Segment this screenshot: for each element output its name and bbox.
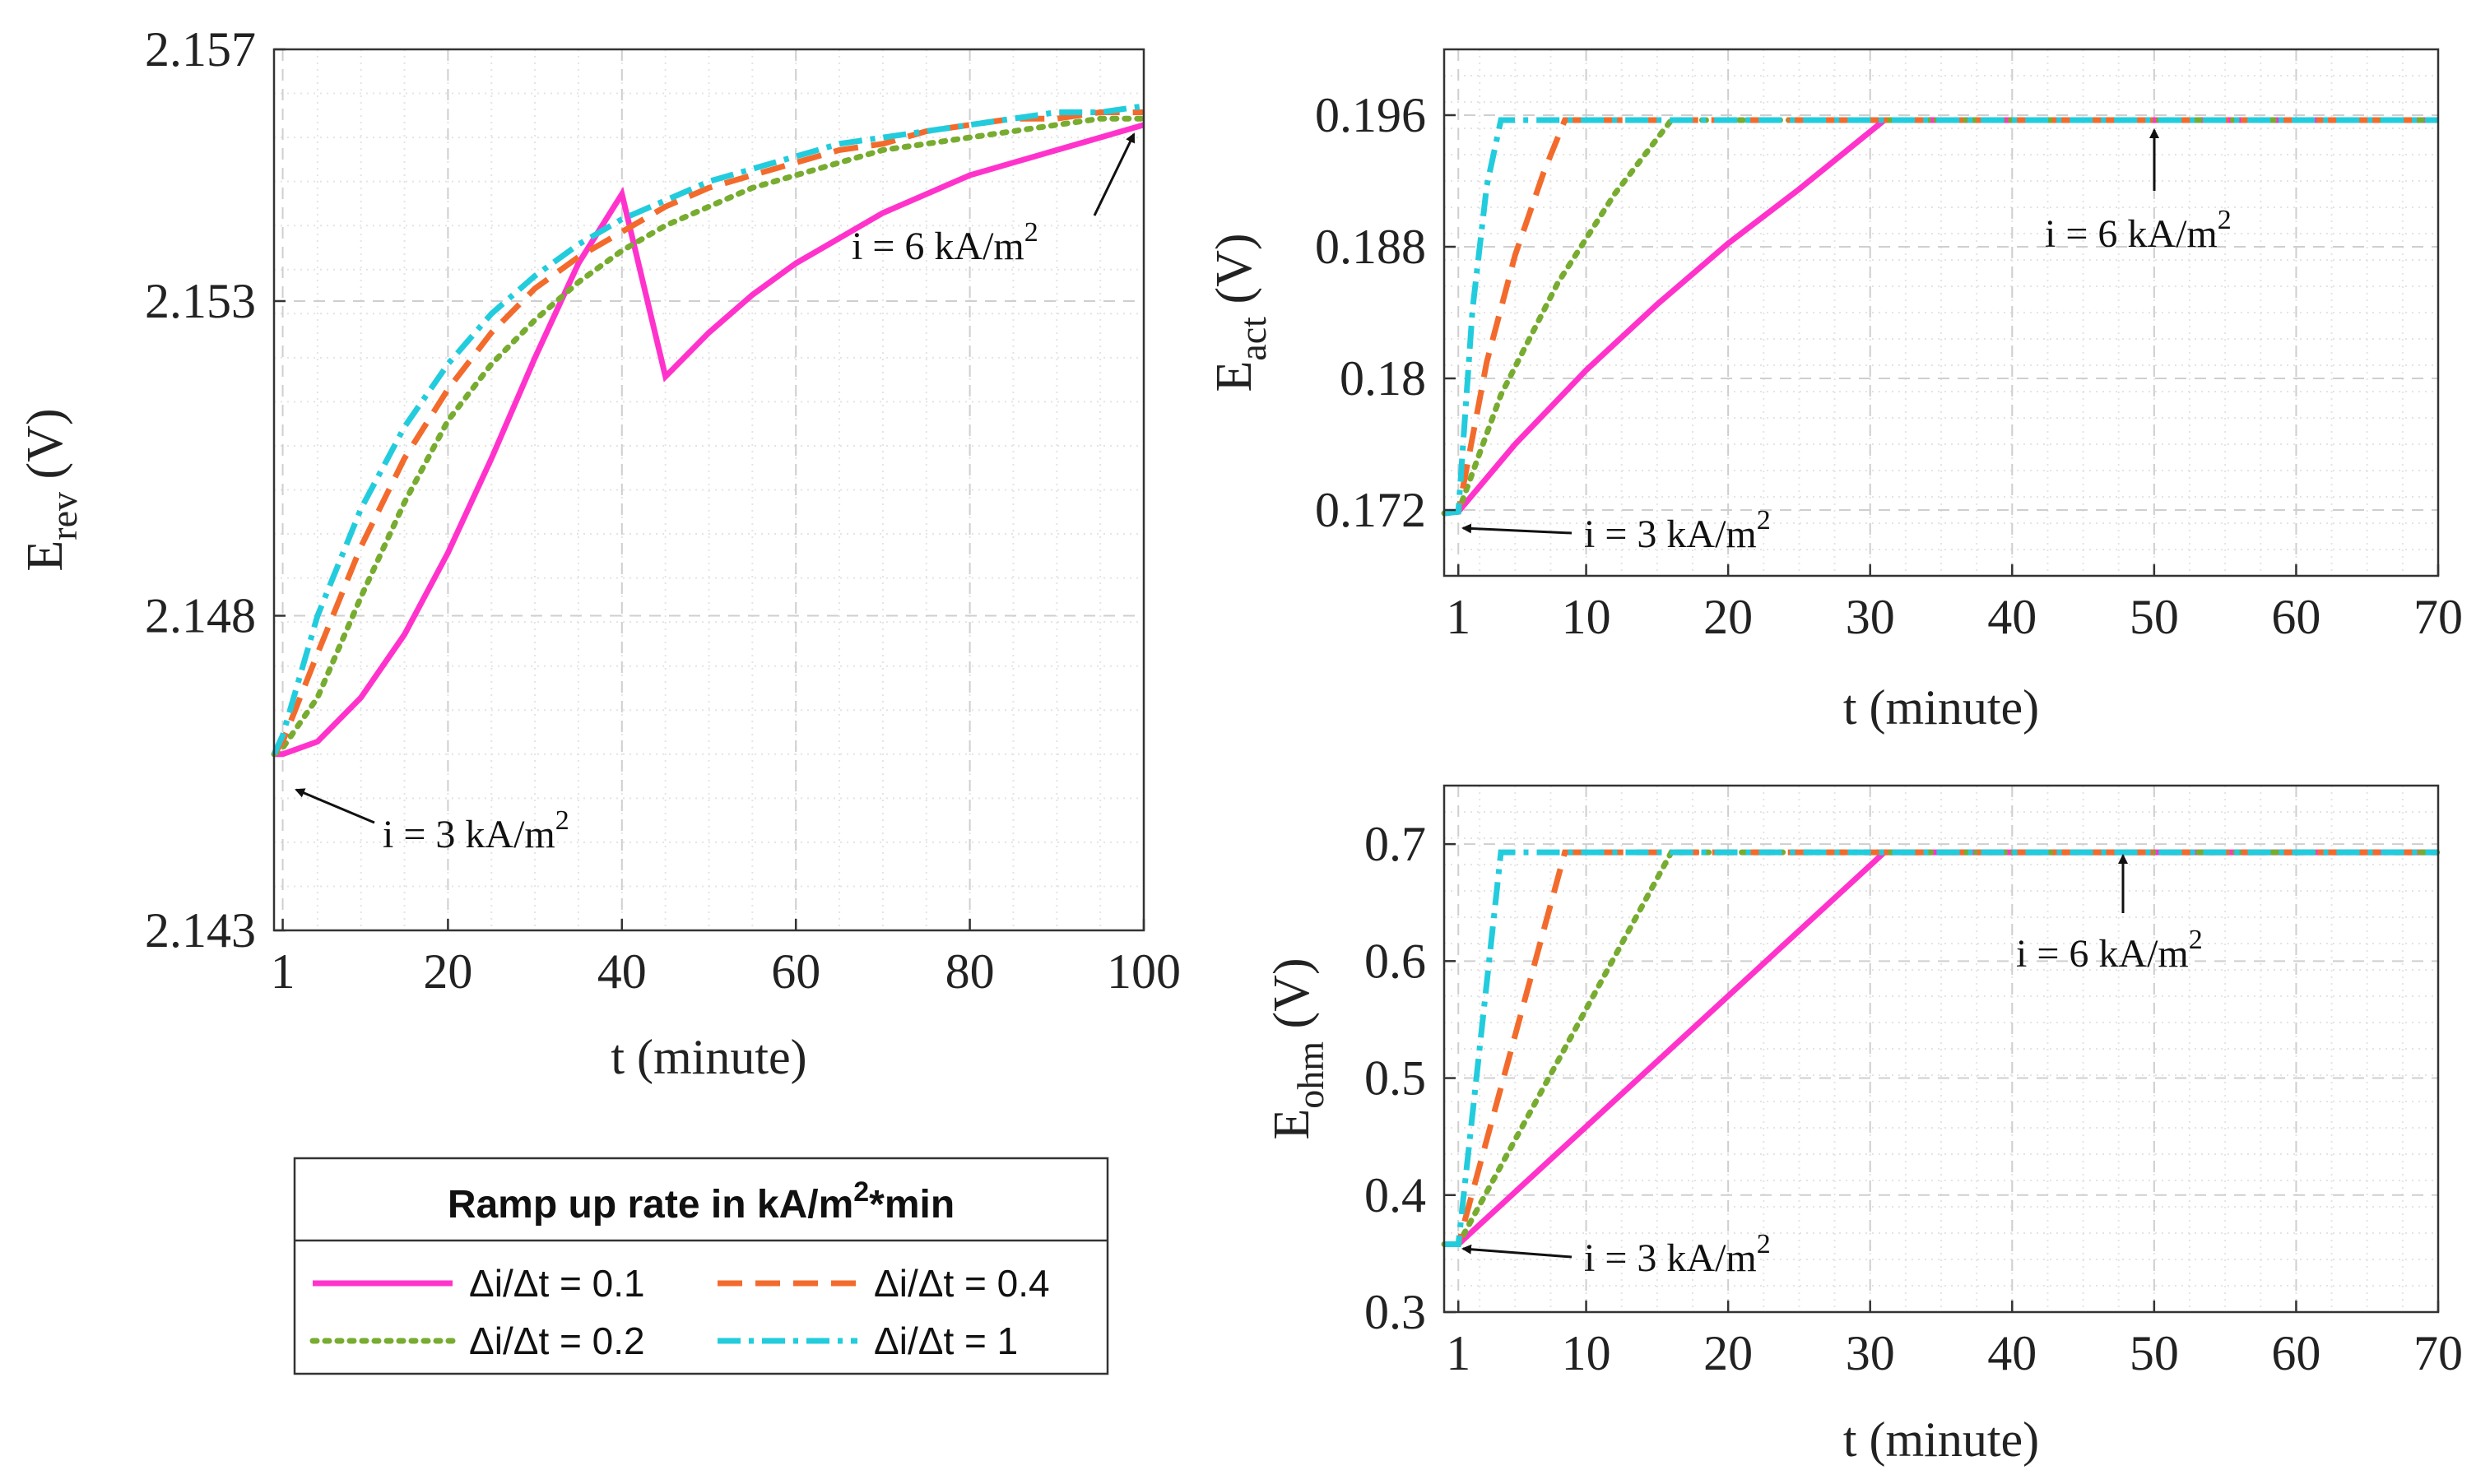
legend-label: Δi/Δt = 1: [874, 1319, 1018, 1362]
y-axis-label: Eohm (V): [1264, 958, 1331, 1139]
series-line-rate-0-1: [274, 122, 1145, 758]
y-tick-label: 0.188: [1315, 220, 1426, 274]
y-tick-label: 0.4: [1364, 1168, 1426, 1222]
annotation-high-current-text: i = 6 kA/m2: [2016, 925, 2203, 976]
y-tick-label: 0.18: [1340, 351, 1426, 406]
chart-eact: 1 10 20 30 40 50 60 70 0.172 0.18 0.188 0.196 t (min…: [1206, 48, 2463, 735]
chart-eohm: 1 10 20 30 40 50 60 70 0.3 0.4 0.5 0.6 0.7 t (minute)…: [1264, 784, 2463, 1467]
annotation-low-current-text: i = 3 kA/m2: [1584, 505, 1771, 556]
axes-frame: [1442, 784, 2440, 1314]
series-line-rate-1: [271, 103, 1145, 756]
legend-box: Ramp up rate in kA/m2*min Δi/Δt = 0.1 Δi/Δ…: [293, 1157, 1109, 1375]
x-axis-label: t (minute): [611, 1030, 806, 1084]
x-tick-label: 30: [1846, 1326, 1895, 1380]
legend-title: Ramp up rate in kA/m2*min: [448, 1176, 955, 1227]
legend-entry-rate-0-4: Δi/Δt = 0.4: [718, 1262, 1050, 1305]
y-tick-label: 2.153: [145, 274, 256, 328]
y-axis-label-unit: (V): [1264, 958, 1320, 1041]
series-line-rate-0-1: [1443, 117, 2438, 517]
y-tick-label: 0.6: [1364, 934, 1426, 988]
y-axis-label-unit: (V): [17, 408, 73, 492]
legend-entry-rate-0-1: Δi/Δt = 0.1: [313, 1262, 645, 1305]
y-axis-label-main: E: [1206, 361, 1262, 392]
y-axis-label-sub: ohm: [1289, 1041, 1331, 1109]
legend-frame: [293, 1157, 1109, 1375]
x-tick-label: 30: [1846, 590, 1895, 644]
x-tick-label: 60: [2271, 1326, 2320, 1380]
series-line-rate-1: [1444, 849, 2438, 1247]
x-tick-label: 40: [597, 944, 647, 999]
annotation-high-current-text: i = 6 kA/m2: [852, 217, 1038, 268]
x-tick-label: 70: [2413, 1326, 2463, 1380]
x-tick-label: 70: [2413, 590, 2463, 644]
y-tick-label: 2.148: [145, 589, 256, 643]
legend-label: Δi/Δt = 0.2: [469, 1319, 645, 1362]
x-tick-label: 40: [1987, 590, 2037, 644]
x-tick-label: 50: [2130, 590, 2179, 644]
y-tick-label: 0.172: [1315, 483, 1426, 537]
axes-frame: [272, 48, 1145, 932]
y-axis-label-sub: act: [1232, 317, 1274, 361]
y-axis-label-sub: rev: [43, 492, 85, 540]
y-tick-label: 0.3: [1364, 1285, 1426, 1339]
annotation-low-current-arrow: [1461, 523, 1573, 535]
y-axis-label: Erev (V): [17, 408, 85, 571]
y-tick-label: 2.143: [145, 903, 256, 958]
series-line-rate-1: [1443, 117, 2438, 517]
y-axis-label: Eact (V): [1206, 233, 1274, 392]
annotation-low-current-text: i = 3 kA/m2: [1584, 1229, 1771, 1280]
legend-label: Δi/Δt = 0.1: [469, 1262, 645, 1305]
x-tick-label: 60: [2271, 590, 2320, 644]
x-tick-label: 1: [271, 944, 295, 999]
annotation-low-current-arrow: [295, 788, 375, 824]
x-tick-label: 1: [1446, 590, 1470, 644]
legend-entry-rate-1: Δi/Δt = 1: [718, 1319, 1018, 1362]
y-axis-label-main: E: [17, 540, 73, 572]
x-axis-label: t (minute): [1843, 680, 2039, 735]
legend-label: Δi/Δt = 0.4: [874, 1262, 1050, 1305]
y-axis-label-unit: (V): [1206, 233, 1262, 317]
x-tick-label: 50: [2130, 1326, 2179, 1380]
x-tick-label: 20: [1703, 1326, 1753, 1380]
legend-entry-rate-0-2: Δi/Δt = 0.2: [309, 1319, 645, 1362]
y-tick-label: 0.5: [1364, 1051, 1426, 1106]
axes-frame: [1442, 48, 2440, 577]
x-tick-label: 100: [1107, 944, 1181, 999]
x-tick-label: 20: [423, 944, 472, 999]
x-tick-label: 40: [1987, 1326, 2037, 1380]
annotation-low-current-arrow: [1461, 1244, 1573, 1259]
x-tick-label: 1: [1446, 1326, 1470, 1380]
x-tick-label: 10: [1562, 1326, 1611, 1380]
x-axis-label: t (minute): [1843, 1412, 2039, 1467]
y-tick-label: 0.7: [1364, 817, 1426, 871]
x-tick-label: 80: [945, 944, 995, 999]
y-tick-label: 0.196: [1315, 88, 1426, 142]
annotation-high-current-text: i = 6 kA/m2: [2045, 205, 2232, 256]
x-tick-label: 60: [771, 944, 820, 999]
chart-erev: 1 20 40 60 80 100 2.143 2.148 2.153 2.157 t (minut…: [17, 22, 1181, 1084]
annotation-low-current-text: i = 3 kA/m2: [383, 805, 569, 856]
x-tick-label: 10: [1562, 590, 1611, 644]
y-tick-label: 2.157: [145, 22, 256, 77]
x-tick-label: 20: [1703, 590, 1753, 644]
annotation-high-current-arrow: [1093, 132, 1136, 216]
y-axis-label-main: E: [1264, 1109, 1320, 1140]
series-line-rate-0-2: [271, 115, 1147, 758]
